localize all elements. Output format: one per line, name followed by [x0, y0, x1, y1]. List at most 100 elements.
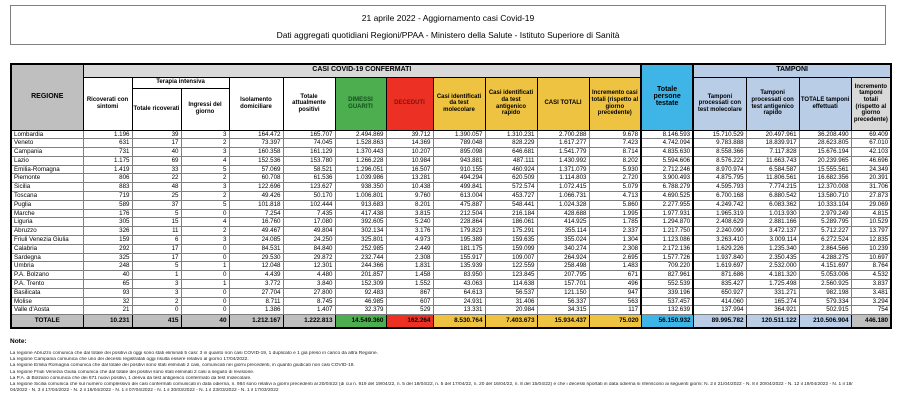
- cell: 0: [180, 243, 230, 254]
- terapia-header-row: Ricoverati con sintomi Terapia intensiva…: [11, 76, 892, 131]
- cell: 160.358: [228, 147, 284, 157]
- col-header-isolamento-domiciliare: Isolamento domiciliare: [228, 76, 284, 131]
- cell: 1.175: [82, 155, 133, 166]
- cell: 210.506.904: [798, 314, 852, 329]
- cell: 7.423: [588, 138, 642, 149]
- cell: 355.024: [536, 235, 590, 245]
- cell: 415: [131, 314, 182, 329]
- cell: 4.249.742: [692, 199, 747, 210]
- cell: 1.217.750: [640, 226, 695, 237]
- report-date-title: 21 aprile 2022 - Aggiornamento casi Covi…: [361, 13, 535, 23]
- cell: 83.950: [432, 270, 486, 281]
- table-row-calabria: Calabria 292 17 0 84.531 84.840 252.985 2.449 18…: [10, 243, 892, 254]
- col-header-totale-attualmente-positivi: Totale attualmente positivi: [282, 76, 336, 131]
- cell: 4.480: [282, 270, 336, 281]
- table-row-lazio: Lazio 1.175 69 4 152.536 153.780 1.266.228 10.9…: [10, 155, 892, 166]
- cell: 3.263.410: [692, 235, 747, 245]
- cell: 2.532.000: [745, 261, 800, 272]
- cell: 12.301: [282, 261, 336, 272]
- cell: 4.595.793: [692, 182, 747, 193]
- region-name: Valle d'Aosta: [10, 305, 84, 316]
- region-name: Sardegna: [10, 252, 84, 263]
- cell: 2.449: [385, 243, 434, 254]
- col-header-incremento-tamponi: Incremento tamponi totali (rispetto al g…: [850, 76, 892, 131]
- cell: 579.334: [798, 296, 852, 307]
- cell: 16.760: [228, 217, 284, 228]
- cell: 1.371.079: [536, 164, 590, 175]
- cell: 14.369: [385, 138, 434, 149]
- table-row-friuli-venezia-giulia: Friuli Venezia Giulia 159 6 3 24.085 24.250 32…: [10, 235, 892, 245]
- cell: 64.613: [432, 287, 486, 298]
- region-name: Toscana: [10, 191, 84, 201]
- cell: 132.639: [640, 305, 695, 316]
- cell: 195.389: [432, 235, 486, 245]
- cell: 731: [82, 147, 133, 157]
- cell: 3.900.493: [640, 173, 695, 184]
- cell: 120.511.122: [745, 314, 800, 329]
- cell: 34.315: [536, 305, 590, 316]
- cell: 552.539: [640, 279, 695, 289]
- cell: 1.390.057: [432, 129, 486, 140]
- cell: 8.146.593: [640, 129, 695, 140]
- cell: 15.710.529: [692, 129, 747, 140]
- cell: 460.924: [484, 164, 538, 175]
- cell: 65: [82, 279, 133, 289]
- table-row-lombardia: Lombardia 1.196 39 3 164.472 165.707 2.494.869…: [10, 129, 892, 140]
- cell: 5.594.606: [640, 155, 695, 166]
- cell: 499.841: [432, 182, 486, 193]
- cell: 155.917: [432, 252, 486, 263]
- cell: 10.984: [385, 155, 434, 166]
- region-name: Basilicata: [10, 287, 84, 298]
- group-header-row: REGIONE CASI COVID-19 CONFERMATI Totale …: [10, 63, 892, 131]
- cell: 9.783.888: [692, 138, 747, 149]
- covid-data-table: REGIONE CASI COVID-19 CONFERMATI Totale …: [10, 63, 893, 330]
- cell: 910.155: [432, 164, 486, 175]
- cell: 56.150.932: [640, 314, 694, 329]
- cell: 40: [131, 147, 182, 157]
- cell: 6.700.168: [692, 191, 747, 201]
- cell: 159.635: [484, 235, 538, 245]
- cell: 982.198: [798, 287, 852, 298]
- cell: 8.711: [228, 296, 284, 307]
- region-name: Lazio: [10, 155, 84, 166]
- cell: 2.864.566: [798, 243, 852, 254]
- cell: 671: [588, 270, 642, 281]
- cell: 9.678: [588, 129, 642, 140]
- cell: 50.170: [282, 191, 336, 201]
- cell: 102.444: [282, 199, 336, 210]
- region-name: Liguria: [10, 217, 84, 228]
- cell: 137.994: [692, 305, 747, 316]
- cell: 2.240.090: [692, 226, 747, 237]
- cell: 305: [82, 217, 133, 228]
- table-row-sicilia: Sicilia 883 48 3 122.696 123.627 938.350 10.438…: [10, 182, 892, 193]
- cell: 947: [588, 287, 642, 298]
- cell: 10.231: [82, 314, 133, 329]
- report-title-box: 21 aprile 2022 - Aggiornamento casi Covi…: [10, 5, 886, 45]
- cell: 2: [180, 226, 230, 237]
- cell: 4.713: [588, 191, 642, 201]
- cell: 828.229: [484, 138, 538, 149]
- cell: 1.617.277: [536, 138, 590, 149]
- cell: 153.780: [282, 155, 336, 166]
- cell: 2: [180, 138, 230, 149]
- cell: 56.537: [484, 287, 538, 298]
- cell: 4.742.094: [640, 138, 695, 149]
- cell: 11.663.743: [745, 155, 800, 166]
- cell: 1.937.840: [692, 252, 747, 263]
- cell: 69.409: [850, 129, 892, 140]
- cell: 867: [385, 287, 434, 298]
- cell: 325: [82, 252, 133, 263]
- region-name: Calabria: [10, 243, 84, 254]
- cell: 17: [131, 138, 182, 149]
- region-name: Puglia: [10, 199, 84, 210]
- cell: 548.441: [484, 199, 538, 210]
- cell: 1.024.328: [536, 199, 590, 210]
- cell: 1.013.930: [745, 208, 800, 219]
- cell: 7.435: [282, 208, 336, 219]
- cell: 1.577.726: [640, 252, 695, 263]
- cell: 5: [180, 164, 230, 175]
- cell: 806: [82, 173, 133, 184]
- cell: 620.509: [484, 173, 538, 184]
- cell: 258.498: [536, 261, 590, 272]
- table-row-campania: Campania 731 40 3 160.358 161.129 1.370.443 10.…: [10, 147, 892, 157]
